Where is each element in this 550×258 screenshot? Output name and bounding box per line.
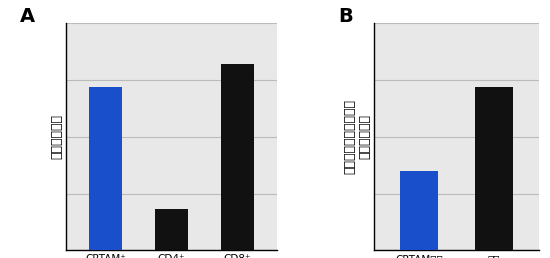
Y-axis label: 細胞傷害活性: 細胞傷害活性	[50, 114, 63, 159]
Bar	[221, 64, 254, 250]
Text: A: A	[20, 7, 35, 26]
Bar	[155, 209, 188, 250]
Bar	[400, 171, 438, 250]
Bar	[475, 87, 513, 250]
Text: B: B	[338, 7, 353, 26]
Y-axis label: インフルエンザ特異的
細胞傷害活性: インフルエンザ特異的 細胞傷害活性	[343, 99, 371, 174]
Bar	[89, 87, 122, 250]
